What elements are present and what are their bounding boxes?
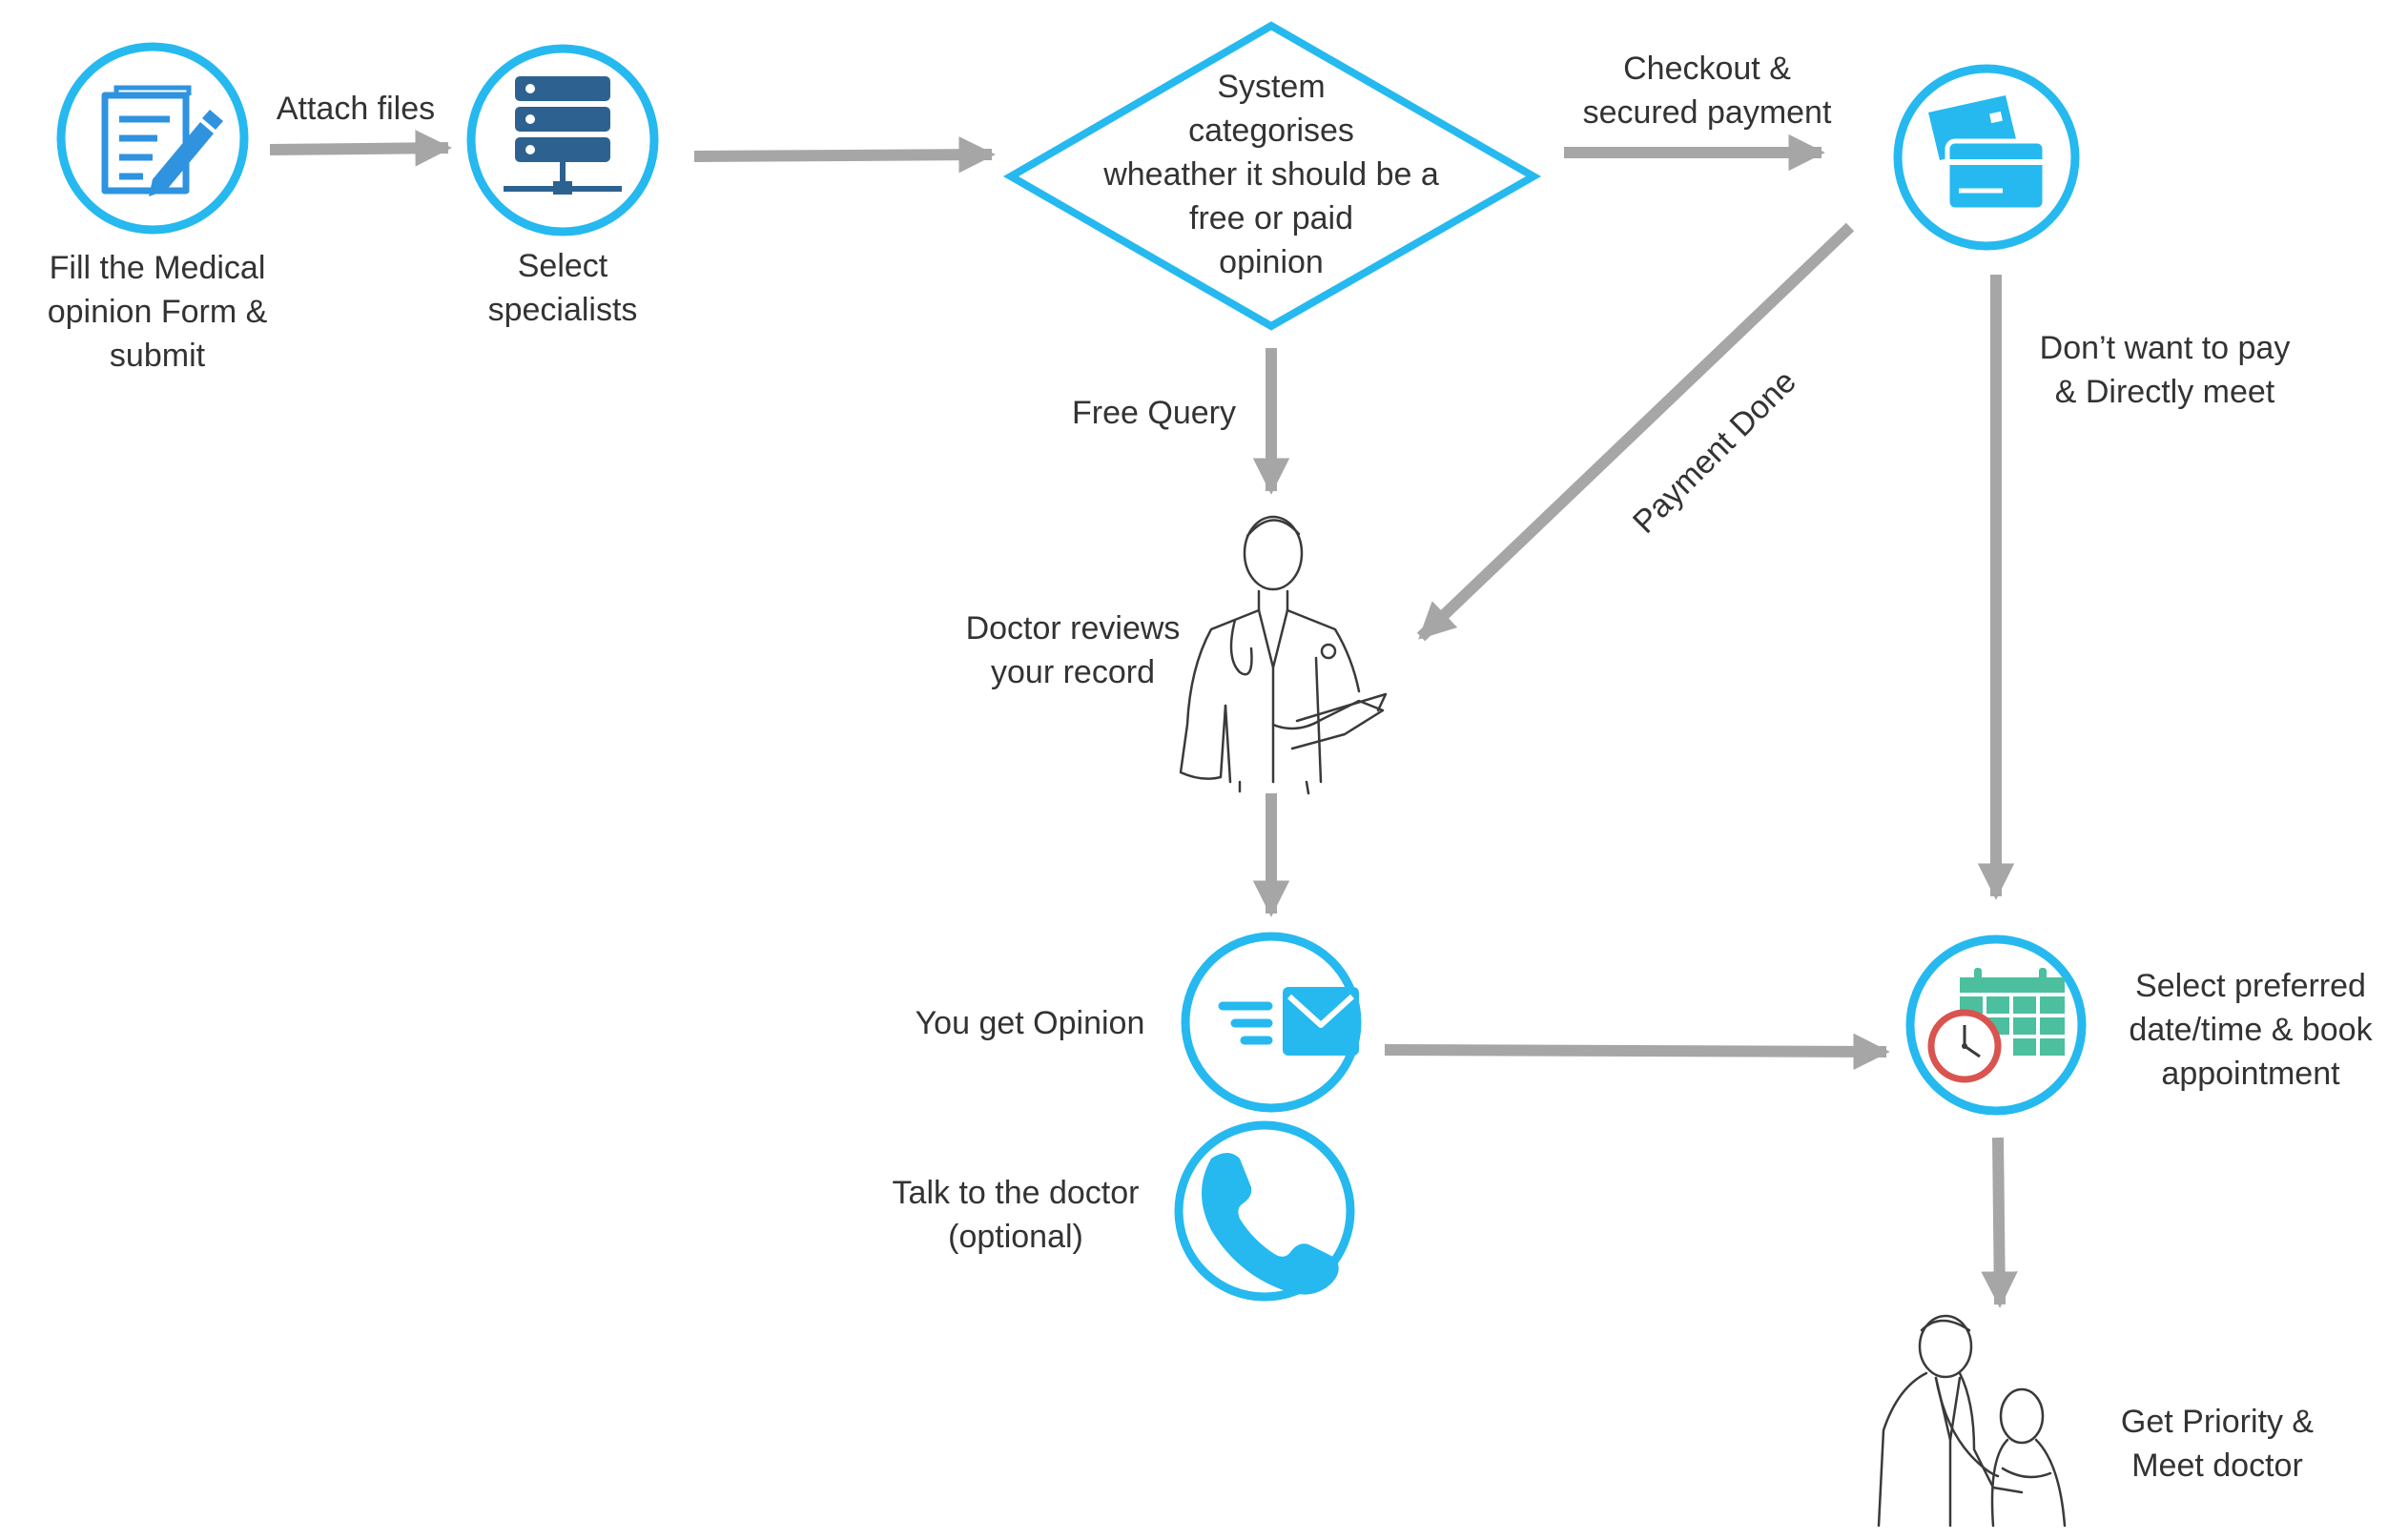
node-label-line: You get Opinion: [915, 1005, 1145, 1041]
edge-label-line: & Directly meet: [2054, 374, 2275, 410]
edge-label-free-query: Free Query: [1059, 391, 1249, 435]
node-label-line: free or paid: [1189, 200, 1353, 236]
node-label-line: Get Priority &: [2120, 1404, 2315, 1440]
node-meet-doctor-label: Get Priority & Meet doctor: [2074, 1400, 2360, 1488]
node-label-line: your record: [991, 654, 1155, 690]
edge-label-direct-meet: Don’t want to pay & Directly meet: [1988, 326, 2341, 414]
arrow-opinion-to-appointment: [1384, 1033, 1890, 1071]
node-get-opinion-label: You get Opinion: [877, 1001, 1183, 1045]
edge-label-line: Checkout &: [1623, 51, 1791, 87]
node-categorise-label: System categorises wheather it should be…: [1059, 65, 1484, 284]
edge-label-line: Free Query: [1072, 395, 1236, 431]
node-doctor-review-label: Doctor reviews your record: [944, 606, 1202, 694]
node-fill-form-label: Fill the Medical opinion Form & submit: [19, 246, 296, 378]
node-label-line: System: [1217, 69, 1326, 105]
edge-label-line: Don’t want to pay: [2039, 330, 2291, 366]
node-label-line: categorises: [1188, 113, 1354, 149]
node-label-line: Doctor reviews: [965, 610, 1181, 647]
node-label-line: Talk to the doctor: [892, 1175, 1140, 1211]
arrow-appointment-to-meet: [1981, 1137, 2018, 1308]
edge-label-line: Attach files: [276, 91, 436, 127]
edge-label-line: secured payment: [1582, 94, 1832, 131]
node-label-line: opinion: [1219, 244, 1324, 280]
edge-label-attach-files: Attach files: [256, 87, 456, 131]
node-select-specialists-label: Select specialists: [448, 244, 677, 332]
node-book-appointment-label: Select preferred date/time & book appoin…: [2098, 964, 2403, 1096]
node-label-line: (optional): [948, 1219, 1083, 1255]
node-label-line: Fill the Medical: [49, 250, 266, 286]
node-label-line: specialists: [487, 292, 638, 328]
node-label-line: date/time & book: [2129, 1012, 2373, 1048]
arrow-form-to-specialists: [269, 130, 452, 167]
arrow-specialists-to-decision: [693, 136, 996, 174]
node-label-line: appointment: [2161, 1056, 2340, 1092]
node-talk-doctor-label: Talk to the doctor (optional): [868, 1171, 1163, 1259]
node-label-line: Meet doctor: [2131, 1448, 2303, 1484]
node-label-line: wheather it should be a: [1103, 156, 1439, 193]
node-label-line: opinion Form &: [47, 294, 268, 330]
arrow-payment-done: [1416, 222, 1855, 642]
edge-label-checkout-payment: Checkout & secured payment: [1540, 47, 1874, 134]
node-label-line: submit: [109, 338, 206, 374]
node-label-line: Select preferred: [2135, 968, 2366, 1004]
node-label-line: Select: [517, 248, 608, 284]
